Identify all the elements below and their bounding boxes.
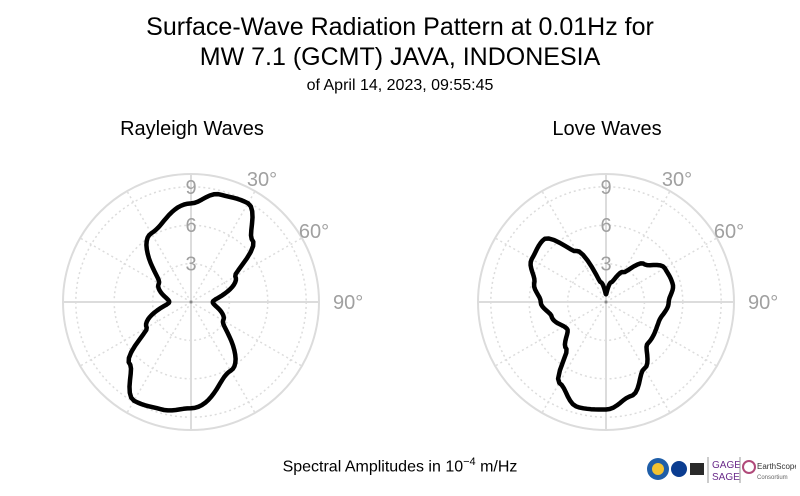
love-panel-title: Love Waves (552, 118, 662, 140)
axis-unit-label: Spectral Amplitudes in 10−4 m/Hz (0, 456, 800, 476)
amplitude-curve (528, 236, 676, 412)
spoke-30 (605, 190, 671, 303)
spoke-300 (79, 237, 192, 303)
rayleigh-panel-title: Rayleigh Waves (120, 118, 264, 140)
spoke-60 (190, 237, 303, 303)
angle-tick-label: 60° (299, 221, 329, 243)
spoke-240 (79, 301, 192, 367)
angle-tick-label: 90° (333, 292, 363, 314)
spoke-30 (190, 190, 256, 303)
unit-exponent: −4 (463, 456, 476, 468)
angle-tick-label: 90° (748, 292, 778, 314)
spoke-210 (541, 301, 607, 414)
center-point (189, 300, 193, 304)
spoke-120 (190, 301, 303, 367)
sage-logo-text: SAGE (712, 472, 740, 483)
sponsor-logos: GAGE SAGE EarthScope Consortium (647, 457, 796, 483)
nsf-logo-center-icon (652, 463, 664, 475)
radial-tick-label: 3 (600, 254, 611, 276)
radial-tick-label: 3 (185, 254, 196, 276)
spoke-330 (541, 190, 607, 303)
unit-suffix: m/Hz (475, 458, 518, 476)
nasa-logo-icon (671, 461, 687, 477)
radial-tick-label: 9 (600, 177, 611, 199)
spoke-210 (126, 301, 192, 414)
amplitude-curve (126, 191, 256, 413)
consortium-logo-text: Consortium (757, 475, 788, 481)
usgs-logo-icon (690, 463, 704, 475)
gage-logo-text: GAGE (712, 460, 741, 471)
radial-tick-label: 6 (185, 215, 196, 237)
center-point (604, 300, 608, 304)
spoke-150 (190, 301, 256, 414)
spoke-330 (126, 190, 192, 303)
spoke-240 (494, 301, 607, 367)
chart-subtitle: of April 14, 2023, 09:55:45 (306, 77, 494, 94)
spoke-300 (494, 237, 607, 303)
unit-prefix: Spectral Amplitudes in (282, 458, 446, 476)
radial-tick-label: 6 (600, 215, 611, 237)
radial-tick-label: 9 (185, 177, 196, 199)
unit-base: 10 (445, 458, 464, 476)
earthscope-logo-text: EarthScope (757, 462, 796, 471)
angle-tick-label: 30° (247, 169, 277, 191)
spoke-60 (605, 237, 718, 303)
chart-title-line2: MW 7.1 (GCMT) JAVA, INDONESIA (199, 43, 601, 71)
chart-title-line1: Surface-Wave Radiation Pattern at 0.01Hz… (146, 13, 654, 41)
spoke-150 (605, 301, 671, 414)
angle-tick-label: 60° (714, 221, 744, 243)
angle-tick-label: 30° (662, 169, 692, 191)
earthscope-logo-icon (742, 460, 756, 474)
spoke-120 (605, 301, 718, 367)
